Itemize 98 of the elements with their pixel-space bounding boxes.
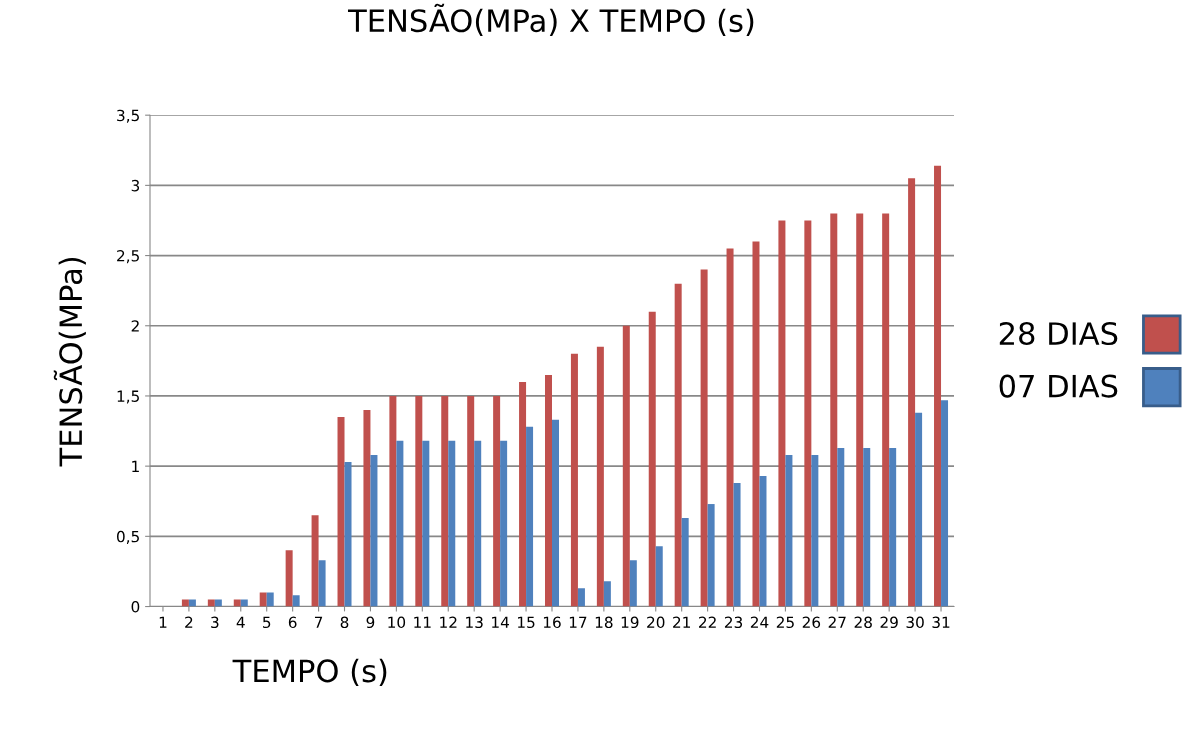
bar: [908, 178, 916, 607]
bar: [448, 440, 456, 607]
x-tick-label: 13: [466, 616, 483, 629]
bar: [785, 454, 793, 607]
x-tick-label: 23: [724, 616, 743, 629]
x-tick-label: 14: [492, 616, 509, 628]
y-tick-label: 1,5: [117, 390, 139, 404]
x-tick-label: 31: [932, 616, 950, 629]
x-tick-label: 15: [518, 616, 535, 629]
chart-title: TENSÃO(MPa) X TEMPO (s): [347, 3, 754, 36]
y-axis-title: TENSÃO(MPa): [53, 257, 86, 467]
y-tick-label: 0: [131, 600, 140, 613]
y-tick-label: 2,5: [117, 250, 139, 264]
bar: [552, 419, 559, 607]
bar: [837, 447, 845, 607]
bar: [681, 518, 689, 607]
y-tick-label: 3: [131, 179, 140, 192]
bar: [804, 220, 812, 607]
x-tick-label: 1: [159, 616, 167, 628]
x-tick-label: 25: [776, 616, 794, 629]
x-tick-label: 27: [828, 616, 846, 628]
x-tick-label: 24: [750, 616, 769, 628]
x-tick-label: 21: [673, 616, 690, 628]
bar: [422, 440, 430, 607]
x-tick-label: 2: [185, 616, 193, 628]
bar: [519, 381, 527, 607]
x-tick-label: 11: [414, 616, 431, 628]
x-tick-label: 3: [211, 616, 219, 629]
bar: [856, 213, 864, 607]
y-tick-label: 0,5: [116, 530, 139, 544]
bar: [474, 440, 482, 607]
bar: [733, 482, 741, 607]
x-tick-label: 12: [440, 616, 457, 628]
bar: [778, 220, 786, 607]
x-tick-label: 8: [340, 616, 349, 629]
bar: [622, 325, 630, 607]
bar: [545, 374, 552, 607]
bar: [577, 588, 585, 607]
bar: [500, 440, 508, 607]
bar: [863, 447, 871, 607]
bar: [493, 395, 501, 607]
x-tick-label: 10: [388, 616, 406, 629]
x-axis-title: TEMPO (s): [232, 658, 387, 687]
x-tick-label: 19: [621, 616, 639, 629]
bar: [370, 454, 378, 607]
bar: [285, 550, 293, 607]
bar: [311, 515, 319, 607]
x-tick-label: 22: [699, 616, 716, 628]
bar: [259, 592, 267, 607]
legend-label: 07 DIAS: [999, 374, 1118, 398]
bar: [415, 395, 423, 607]
bar: [292, 595, 300, 607]
bar: [941, 400, 949, 607]
bar: [655, 546, 663, 607]
bar: [648, 311, 656, 607]
bar: [389, 395, 397, 607]
bar: [752, 241, 760, 607]
bar: [344, 461, 352, 607]
bar: [596, 346, 604, 607]
y-tick-label: 3,5: [117, 109, 139, 123]
x-tick-label: 20: [647, 616, 665, 629]
x-tick-label: 17: [569, 616, 587, 628]
x-tick-label: 29: [880, 616, 898, 629]
x-tick-label: 4: [236, 616, 245, 628]
bar: [467, 395, 475, 607]
bar: [629, 560, 637, 607]
bar: [759, 475, 767, 607]
bar: [603, 581, 611, 607]
bar: [707, 504, 715, 607]
x-tick-label: 16: [543, 616, 561, 629]
bar: [396, 440, 404, 607]
bar: [882, 213, 890, 607]
bar: [811, 454, 819, 607]
x-tick-label: 5: [263, 616, 271, 629]
x-tick-label: 18: [595, 616, 613, 629]
bar: [526, 426, 534, 607]
bar: [674, 283, 682, 607]
x-tick-label: 30: [906, 616, 924, 629]
bar: [363, 409, 371, 607]
x-tick-label: 6: [288, 616, 297, 629]
x-tick-label: 9: [366, 616, 375, 629]
bar: [726, 248, 734, 607]
y-tick-label: 1: [132, 460, 139, 472]
y-tick-label: 2: [131, 320, 139, 332]
x-tick-label: 7: [314, 616, 323, 628]
bar: [889, 447, 897, 607]
bar: [570, 353, 578, 607]
bar: [266, 592, 274, 607]
bar: [318, 560, 326, 607]
x-tick-label: 26: [802, 616, 821, 629]
bar: [700, 269, 708, 607]
bar: [441, 395, 449, 607]
bar: [337, 417, 345, 607]
bar: [915, 412, 923, 607]
legend-label: 28 DIAS: [999, 321, 1118, 346]
x-tick-label: 28: [854, 616, 872, 629]
bar: [934, 165, 942, 607]
bar: [830, 213, 838, 607]
